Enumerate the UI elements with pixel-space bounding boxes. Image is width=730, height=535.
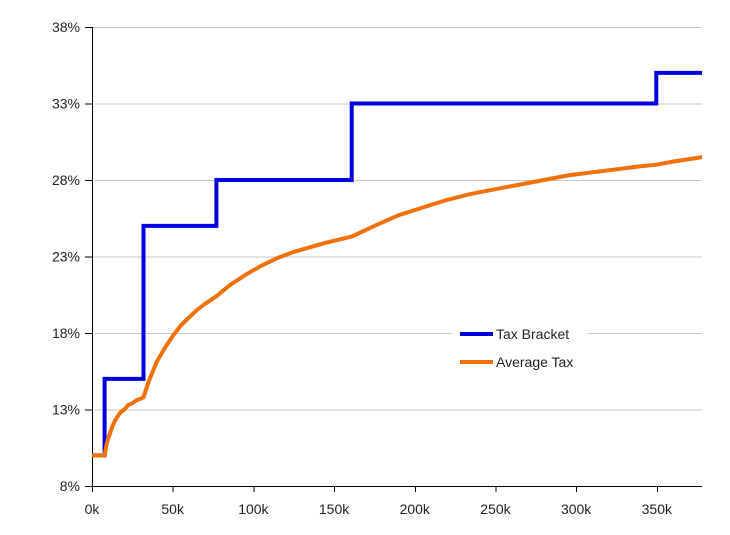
y-tick-label: 38% (52, 19, 80, 35)
axes (85, 27, 702, 492)
y-gridlines (92, 27, 702, 411)
y-tick-label: 33% (52, 96, 80, 112)
legend-item-tax-bracket: Tax Bracket (460, 320, 573, 348)
average-tax-line (92, 155, 703, 458)
tax-bracket-line (92, 70, 702, 458)
legend-item-average-tax: Average Tax (460, 348, 573, 376)
x-tick-label: 300k (561, 501, 592, 517)
x-tick-label: 200k (400, 501, 431, 517)
y-tick-label: 23% (52, 249, 80, 265)
y-tick-label: 28% (52, 172, 80, 188)
x-tick-label: 350k (642, 501, 673, 517)
tax-bracket-line-swatch (460, 332, 493, 336)
x-tick-label: 0k (85, 501, 101, 517)
x-tick-label: 50k (161, 501, 185, 517)
average-tax-legend-label: Average Tax (496, 354, 574, 370)
x-tick-label: 250k (480, 501, 511, 517)
x-tick-label: 100k (238, 501, 269, 517)
y-tick-label: 8% (60, 478, 80, 494)
average-tax-line-swatch (460, 360, 493, 364)
tax-bracket-legend-label: Tax Bracket (496, 326, 570, 342)
y-tick-label: 13% (52, 402, 80, 418)
legend: Tax Bracket Average Tax (452, 319, 588, 377)
x-tick-label: 150k (319, 501, 350, 517)
y-tick-label: 18% (52, 325, 80, 341)
